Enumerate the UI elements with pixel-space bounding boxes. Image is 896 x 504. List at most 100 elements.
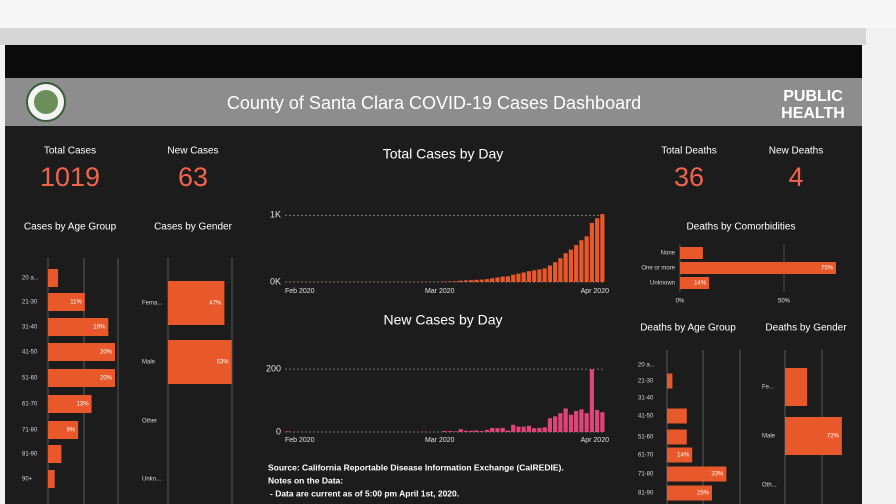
category-label: 41-50 bbox=[22, 350, 38, 356]
bar bbox=[600, 214, 605, 282]
category-label: Unknown bbox=[650, 281, 675, 287]
category-label: 81-90 bbox=[22, 452, 38, 458]
header-bar bbox=[5, 78, 862, 126]
bar bbox=[589, 222, 594, 282]
x-tick-label: Feb 2020 bbox=[285, 437, 315, 444]
bar bbox=[568, 414, 573, 432]
bar bbox=[463, 430, 469, 432]
bar bbox=[500, 427, 505, 432]
chart-title: Deaths by Age Group bbox=[640, 323, 736, 334]
bar bbox=[667, 485, 712, 501]
bar bbox=[568, 249, 573, 282]
x-tick-label: Feb 2020 bbox=[285, 288, 315, 295]
county-seal-inner bbox=[34, 90, 58, 114]
bar bbox=[474, 279, 479, 282]
bar bbox=[479, 279, 484, 282]
bar bbox=[463, 280, 469, 282]
bar bbox=[547, 418, 553, 432]
category-label: 51-60 bbox=[638, 435, 654, 441]
value-label: 53% bbox=[217, 360, 230, 366]
logo-text: HEALTH bbox=[781, 105, 845, 122]
bar bbox=[495, 277, 500, 282]
category-label: Fema... bbox=[142, 301, 163, 307]
bar bbox=[474, 430, 479, 432]
category-label: Oth... bbox=[762, 483, 777, 489]
kpi-label: Total Deaths bbox=[661, 146, 717, 157]
bar bbox=[458, 280, 463, 282]
value-label: 72% bbox=[827, 434, 840, 440]
bar bbox=[537, 269, 542, 282]
bar bbox=[168, 281, 225, 325]
bar bbox=[48, 445, 62, 463]
kpi-value: 36 bbox=[674, 162, 704, 192]
bar bbox=[511, 274, 516, 282]
category-label: 20 a... bbox=[638, 363, 655, 369]
bar bbox=[589, 369, 594, 432]
category-label: 71-80 bbox=[22, 428, 38, 434]
bar bbox=[563, 253, 568, 282]
bar bbox=[505, 276, 511, 282]
value-label: 33% bbox=[711, 472, 724, 478]
bar bbox=[667, 447, 693, 463]
value-label: 14% bbox=[677, 453, 690, 459]
bar bbox=[48, 421, 79, 439]
kpi-value: 1019 bbox=[40, 162, 100, 192]
x-tick-label: 50% bbox=[778, 299, 791, 305]
bar bbox=[495, 428, 500, 432]
content: Total Cases 1019 New Cases 63 Total Deaths 36… bbox=[22, 146, 847, 504]
bar bbox=[542, 427, 547, 432]
bar bbox=[680, 262, 836, 274]
bar bbox=[584, 413, 589, 432]
bar bbox=[667, 408, 687, 424]
bar bbox=[48, 369, 115, 387]
bar bbox=[785, 417, 842, 455]
category-label: 20 a... bbox=[22, 276, 39, 282]
x-tick-label: Mar 2020 bbox=[425, 437, 455, 444]
category-label: 81-90 bbox=[638, 491, 654, 497]
bar bbox=[484, 279, 490, 282]
bar bbox=[680, 277, 710, 289]
bar bbox=[168, 340, 232, 384]
dashboard-title: County of Santa Clara COVID-19 Cases Das… bbox=[227, 93, 641, 113]
bar bbox=[574, 410, 579, 432]
bar bbox=[558, 258, 563, 282]
value-label: 9% bbox=[66, 428, 75, 434]
value-label: 25% bbox=[697, 491, 710, 497]
category-label: 61-70 bbox=[638, 453, 654, 459]
category-label: Male bbox=[762, 434, 776, 440]
bar bbox=[553, 262, 558, 282]
kpi-value: 4 bbox=[788, 162, 803, 192]
value-label: 20% bbox=[100, 350, 113, 356]
category-label: 21-30 bbox=[638, 379, 654, 385]
value-label: 11% bbox=[70, 300, 82, 306]
frame bbox=[0, 28, 866, 45]
bar bbox=[490, 278, 495, 282]
chart-title: New Cases by Day bbox=[383, 312, 502, 328]
bar bbox=[584, 236, 589, 282]
category-label: Male bbox=[142, 360, 156, 366]
bar bbox=[595, 218, 600, 282]
bar bbox=[458, 429, 463, 432]
bar bbox=[479, 431, 484, 432]
chart-title: Deaths by Gender bbox=[765, 323, 847, 334]
value-label: 47% bbox=[209, 301, 222, 307]
bar bbox=[526, 425, 532, 432]
x-tick-label: Mar 2020 bbox=[425, 288, 455, 295]
y-tick-label: 200 bbox=[266, 364, 281, 374]
bar bbox=[579, 240, 584, 282]
category-label: Other bbox=[142, 419, 157, 425]
bar bbox=[542, 268, 547, 282]
chart-title: Cases by Gender bbox=[154, 222, 232, 233]
category-label: Fe... bbox=[762, 385, 774, 391]
category-label: 71-80 bbox=[638, 472, 654, 478]
bar bbox=[511, 424, 516, 432]
y-tick-label: 1K bbox=[270, 210, 281, 220]
bar bbox=[48, 395, 92, 413]
bar bbox=[448, 431, 453, 432]
bar bbox=[521, 426, 526, 432]
bar bbox=[600, 412, 605, 432]
bar bbox=[667, 466, 727, 482]
value-label: 20% bbox=[100, 376, 113, 382]
kpi-label: New Deaths bbox=[769, 146, 823, 157]
